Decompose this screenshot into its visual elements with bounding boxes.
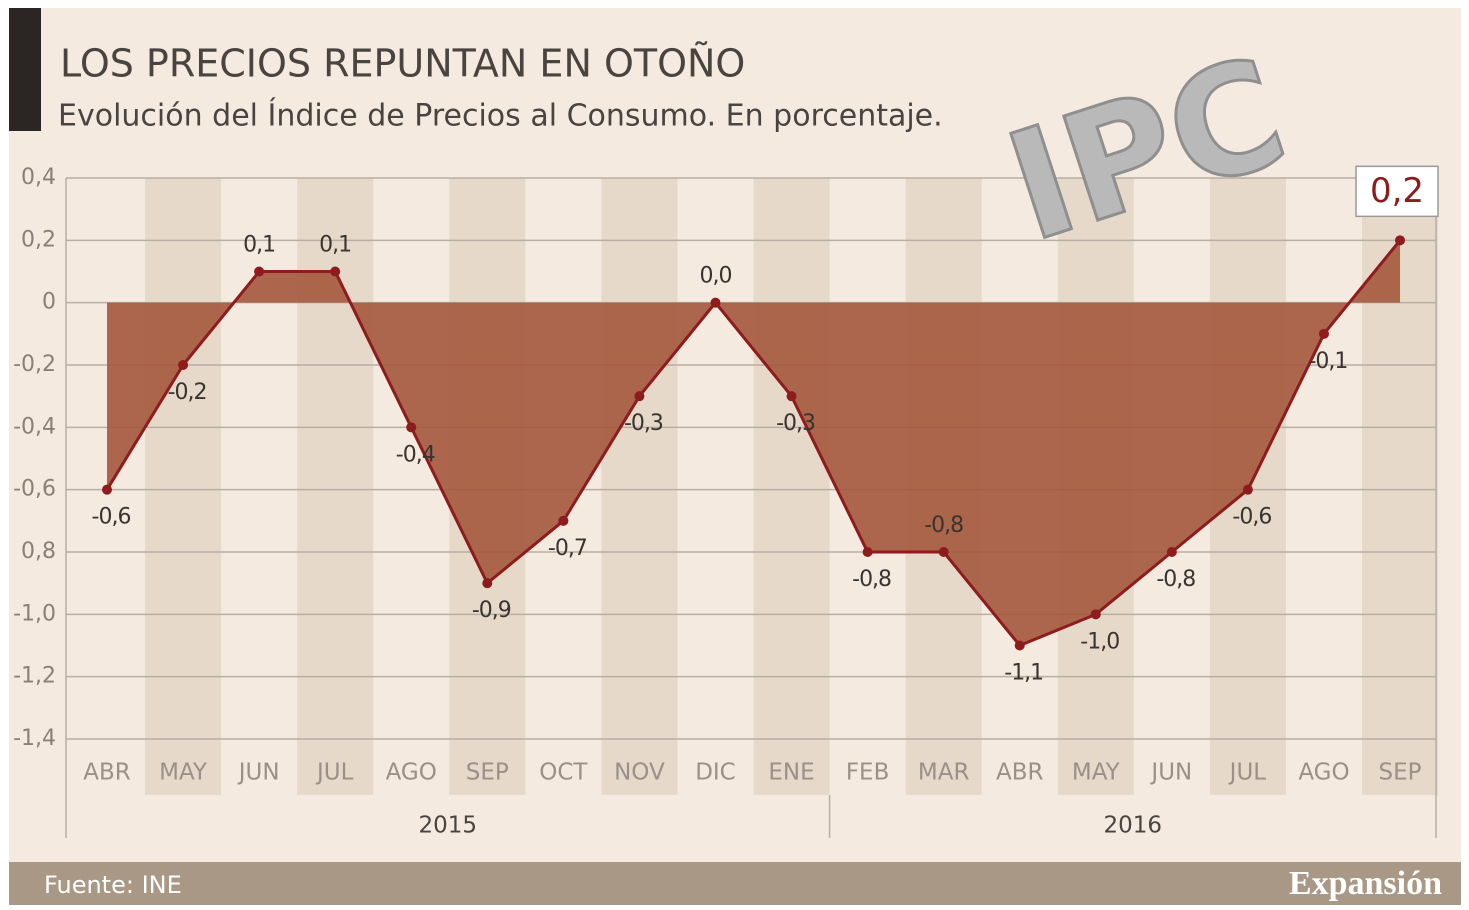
chart: LOS PRECIOS REPUNTAN EN OTOÑO Evolución … <box>0 0 1469 910</box>
value-label: -0,8 <box>852 567 891 592</box>
point <box>330 267 340 277</box>
point <box>254 267 264 277</box>
x-tick-label: NOV <box>614 760 665 786</box>
x-tick-label: OCT <box>539 760 588 786</box>
x-tick-label: JUL <box>1228 760 1267 786</box>
y-tick-label: -1,2 <box>13 664 56 689</box>
x-tick-label: JUN <box>237 760 280 786</box>
x-tick-label: MAY <box>159 760 208 786</box>
point <box>1091 609 1101 619</box>
y-tick-label: -0,4 <box>13 414 56 439</box>
point <box>863 547 873 557</box>
x-tick-label: DIC <box>695 760 736 786</box>
title-bar <box>9 8 41 131</box>
x-tick-label: MAY <box>1072 760 1121 786</box>
value-label: -0,3 <box>776 411 815 436</box>
y-tick-label: -0,6 <box>13 477 56 502</box>
x-tick-label: ABR <box>83 760 131 786</box>
value-label: -0,6 <box>92 505 131 530</box>
page: LOS PRECIOS REPUNTAN EN OTOÑO Evolución … <box>0 0 1469 910</box>
value-label: -0,4 <box>396 442 435 467</box>
point <box>558 516 568 526</box>
x-tick-label: SEP <box>1379 760 1422 786</box>
y-tick-label: 0,2 <box>21 227 56 252</box>
x-tick-label: ABR <box>996 760 1044 786</box>
point <box>102 485 112 495</box>
y-tick-label: 0,8 <box>21 539 56 564</box>
value-label: -0,9 <box>472 598 511 623</box>
x-tick-label: SEP <box>466 760 509 786</box>
y-tick-label: 0 <box>42 290 56 315</box>
column-band <box>601 178 677 795</box>
value-label: -0,3 <box>624 411 663 436</box>
point <box>1167 547 1177 557</box>
x-tick-label: JUN <box>1149 760 1192 786</box>
y-tick-label: -1,4 <box>13 726 56 751</box>
y-tick-label: -0,2 <box>13 352 56 377</box>
value-label: -0,1 <box>1308 349 1347 374</box>
x-tick-label: AGO <box>1298 760 1349 786</box>
brand: Expansión <box>1289 865 1442 902</box>
column-band <box>754 178 830 795</box>
point <box>710 298 720 308</box>
value-label: 0,1 <box>319 233 351 258</box>
value-label: -0,8 <box>924 513 963 538</box>
value-label: -0,6 <box>1232 505 1271 530</box>
point <box>482 578 492 588</box>
x-tick-label: AGO <box>386 760 437 786</box>
point <box>1015 641 1025 651</box>
point <box>634 391 644 401</box>
value-label: 0,0 <box>699 264 731 289</box>
value-label: -1,1 <box>1004 661 1043 686</box>
point <box>1319 329 1329 339</box>
value-label: -0,8 <box>1156 567 1195 592</box>
point <box>406 422 416 432</box>
source: Fuente: INE <box>44 871 182 899</box>
value-label: 0,1 <box>243 233 275 258</box>
point <box>787 391 797 401</box>
point <box>939 547 949 557</box>
x-tick-label: JUL <box>315 760 354 786</box>
point <box>1395 235 1405 245</box>
footer-bar <box>9 862 1461 905</box>
column-band <box>145 178 221 795</box>
value-label: -1,0 <box>1080 629 1119 654</box>
x-tick-label: FEB <box>846 760 890 786</box>
value-label: -0,7 <box>548 536 587 561</box>
year-label: 2015 <box>419 813 478 839</box>
value-label: -0,2 <box>168 380 207 405</box>
point <box>178 360 188 370</box>
year-label: 2016 <box>1104 813 1163 839</box>
y-tick-label: 0,4 <box>21 165 56 190</box>
chart-title: LOS PRECIOS REPUNTAN EN OTOÑO <box>60 42 745 86</box>
x-tick-label: ENE <box>768 760 814 786</box>
y-tick-label: -1,0 <box>13 601 56 626</box>
point <box>1243 485 1253 495</box>
chart-subtitle: Evolución del Índice de Precios al Consu… <box>58 98 943 134</box>
x-tick-label: MAR <box>918 760 970 786</box>
value-label: 0,2 <box>1370 171 1424 211</box>
